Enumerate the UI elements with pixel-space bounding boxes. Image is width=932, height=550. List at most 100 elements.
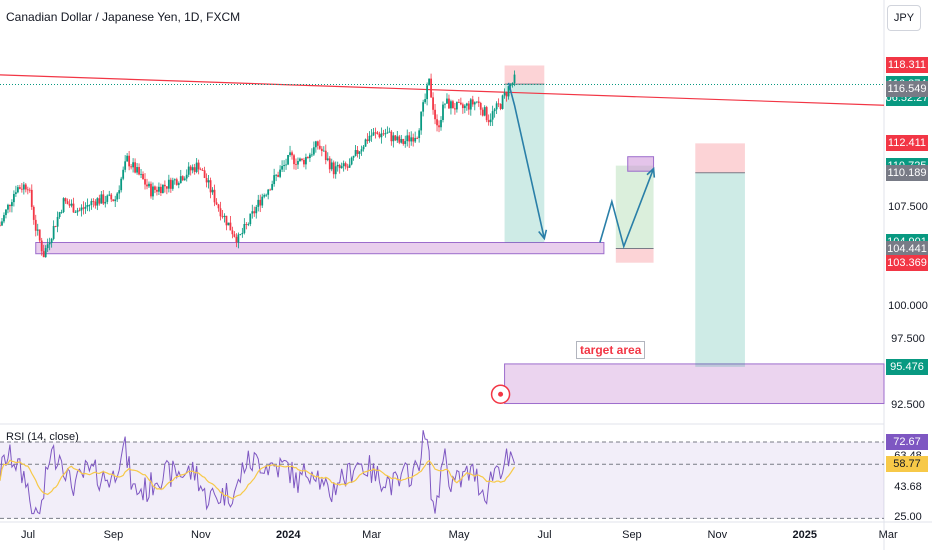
candle-body bbox=[122, 169, 125, 179]
candle-body bbox=[342, 163, 345, 167]
x-tick-label: 2024 bbox=[275, 529, 301, 541]
candle-body bbox=[287, 154, 289, 165]
candle-body bbox=[241, 232, 244, 234]
candle-body bbox=[374, 132, 377, 134]
candle-body bbox=[279, 169, 281, 177]
x-tick-label: Nov bbox=[191, 529, 211, 541]
candle-body bbox=[116, 193, 119, 200]
price-tag: 95.476 bbox=[886, 358, 928, 375]
candle-body bbox=[283, 165, 285, 167]
candle-body bbox=[310, 154, 313, 156]
candle-body bbox=[285, 164, 287, 166]
x-tick-label: Jul bbox=[537, 529, 552, 541]
candle-body bbox=[299, 158, 301, 162]
candle-body bbox=[368, 135, 371, 141]
candle-body bbox=[438, 125, 440, 128]
candle-body bbox=[396, 136, 399, 141]
currency-button[interactable]: JPY bbox=[887, 5, 921, 31]
candle-body bbox=[88, 204, 91, 206]
candle-body bbox=[30, 189, 33, 207]
long-position-profit-zone bbox=[615, 165, 654, 249]
candle-body bbox=[161, 184, 164, 194]
candle-body bbox=[74, 212, 77, 214]
candle-body bbox=[215, 202, 218, 205]
candle-body bbox=[382, 133, 385, 135]
candle-body bbox=[358, 151, 361, 154]
projection-arrow-2 bbox=[599, 168, 655, 250]
candle-body bbox=[173, 179, 176, 181]
candle-body bbox=[338, 165, 341, 169]
candle-body bbox=[175, 179, 178, 185]
candle-body bbox=[328, 158, 331, 170]
candle-body bbox=[255, 206, 258, 214]
rsi-indicator-label[interactable]: RSI (14, close) bbox=[6, 431, 79, 443]
candle-body bbox=[257, 199, 260, 207]
candle-body bbox=[426, 85, 429, 100]
candle-body bbox=[483, 107, 486, 116]
candle-body bbox=[3, 215, 5, 222]
candle-body bbox=[499, 103, 502, 109]
candle-body bbox=[491, 111, 494, 120]
short-position-1-stop-zone bbox=[504, 65, 545, 85]
candle-body bbox=[497, 103, 500, 105]
candle-body bbox=[158, 186, 160, 192]
candle-body bbox=[213, 189, 216, 203]
candle-body bbox=[138, 167, 140, 175]
candle-body bbox=[308, 154, 311, 159]
candle-body bbox=[404, 141, 407, 144]
x-tick-label: Mar bbox=[878, 529, 898, 541]
price-tag: 116.549 bbox=[886, 80, 928, 97]
candle-body bbox=[408, 135, 411, 142]
y-tick-label: 92.500 bbox=[891, 399, 925, 412]
rsi-tick-label: 25.00 bbox=[894, 511, 922, 524]
candle-body bbox=[152, 186, 154, 197]
candle-body bbox=[150, 183, 152, 197]
candle-body bbox=[48, 242, 51, 245]
candle-body bbox=[110, 194, 113, 200]
candle-body bbox=[120, 178, 123, 191]
long-position-stop-zone bbox=[615, 248, 654, 263]
long-target-box bbox=[627, 156, 655, 172]
candle-body bbox=[169, 179, 172, 189]
candle-body bbox=[269, 189, 272, 191]
candle-body bbox=[509, 84, 512, 87]
candle-body bbox=[450, 101, 452, 109]
replay-icon-dot bbox=[498, 391, 504, 397]
target-zone bbox=[504, 363, 885, 405]
price-tag: 112.411 bbox=[886, 135, 928, 152]
short-position-1-profit-zone bbox=[504, 84, 545, 243]
candle-body bbox=[136, 167, 138, 173]
candle-body bbox=[376, 132, 379, 135]
candle-body bbox=[64, 198, 67, 202]
candle-body bbox=[207, 180, 210, 183]
candle-body bbox=[187, 166, 190, 175]
short-position-2-profit-zone bbox=[695, 172, 745, 367]
candle-body bbox=[24, 184, 27, 190]
candle-body bbox=[444, 103, 446, 105]
candle-body bbox=[380, 133, 383, 138]
candle-body bbox=[183, 178, 186, 181]
candle-body bbox=[108, 194, 111, 196]
candle-body bbox=[14, 192, 17, 194]
candle-body bbox=[16, 187, 19, 193]
rsi-band bbox=[0, 441, 884, 519]
candle-body bbox=[420, 111, 423, 131]
candle-body bbox=[247, 224, 250, 225]
candle-body bbox=[354, 150, 357, 156]
rsi-tick-label: 43.68 bbox=[894, 481, 922, 494]
candle-body bbox=[432, 97, 434, 110]
candle-body bbox=[277, 174, 280, 177]
candle-body bbox=[211, 189, 214, 193]
candle-body bbox=[231, 230, 234, 235]
candle-body bbox=[56, 216, 59, 227]
y-tick-label: 100.000 bbox=[888, 300, 928, 313]
candle-body bbox=[62, 198, 65, 213]
candle-body bbox=[398, 136, 401, 143]
candle-body bbox=[54, 226, 57, 227]
x-tick-label: Nov bbox=[707, 529, 728, 541]
candle-body bbox=[60, 212, 63, 213]
candle-body bbox=[352, 155, 355, 158]
candle-body bbox=[263, 195, 266, 197]
price-tag: 103.369 bbox=[886, 254, 928, 271]
